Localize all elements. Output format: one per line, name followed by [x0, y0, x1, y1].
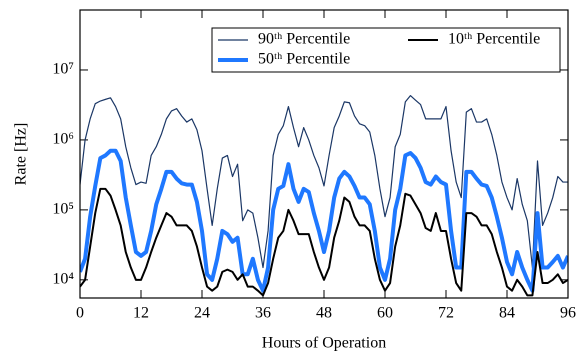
x-tick-label: 24	[194, 305, 210, 322]
y-axis-label: Rate [Hz]	[13, 123, 30, 186]
x-tick-label: 60	[377, 305, 393, 322]
data-line	[80, 148, 568, 293]
legend-box	[211, 27, 561, 73]
x-tick-label: 96	[560, 305, 576, 322]
x-tick-label: 0	[76, 305, 84, 322]
legend-label: 90ᵗʰ Percentile	[258, 31, 350, 48]
legend-label: 50ᵗʰ Percentile	[258, 51, 350, 68]
legend-label: 10ᵗʰ Percentile	[448, 31, 540, 48]
x-tick-label: 48	[316, 305, 332, 322]
x-tick-label: 72	[438, 305, 454, 322]
x-tick-label: 12	[133, 305, 149, 322]
data-line	[80, 95, 568, 269]
y-tick-label: 10⁷	[52, 61, 74, 78]
plot-frame	[79, 9, 569, 299]
x-axis-label: Hours of Operation	[262, 335, 386, 352]
x-tick-label: 36	[255, 305, 271, 322]
y-tick-label: 10⁶	[52, 131, 74, 148]
data-line	[80, 187, 568, 297]
y-tick-label: 10⁴	[52, 271, 74, 288]
x-tick-label: 84	[499, 305, 515, 322]
y-tick-label: 10⁵	[52, 201, 74, 218]
